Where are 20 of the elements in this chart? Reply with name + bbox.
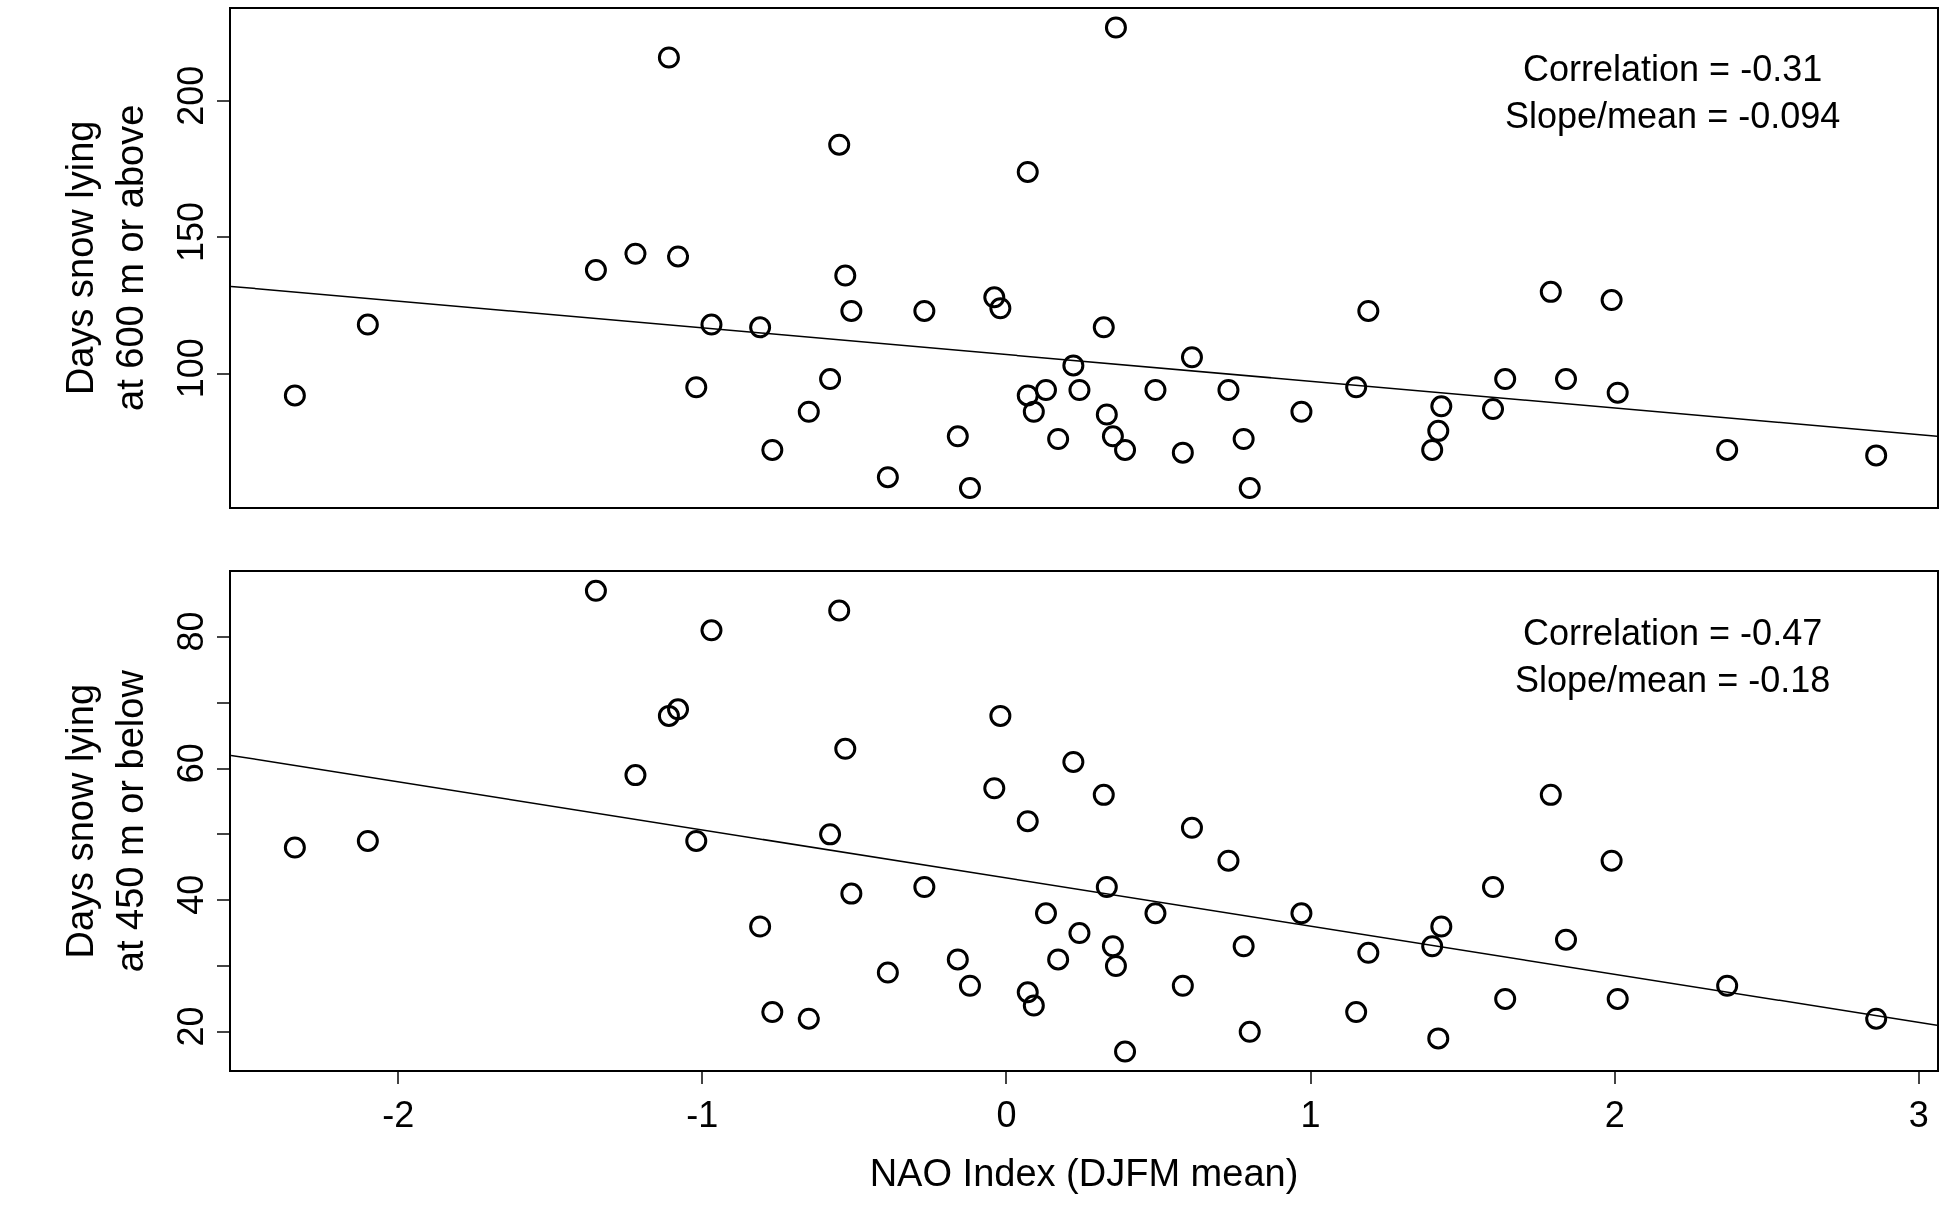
y-tick-label: 100 — [169, 338, 211, 399]
annotation: Slope/mean = -0.18 — [1515, 658, 1831, 700]
x-axis-title: NAO Index (DJFM mean) — [869, 1151, 1299, 1194]
annotation: Correlation = -0.31 — [1523, 48, 1823, 89]
x-tick-label: 3 — [1908, 1093, 1929, 1135]
y-tick-label: 60 — [169, 743, 211, 784]
x-tick-label: -2 — [382, 1093, 415, 1135]
x-tick-label: 1 — [1300, 1093, 1321, 1135]
y-axis-title: Days snow lying at 450 m or below — [59, 669, 151, 973]
annotation: Correlation = -0.47 — [1523, 612, 1823, 653]
y-tick-label: 40 — [169, 874, 211, 915]
x-tick-label: 2 — [1604, 1093, 1625, 1135]
y-axis-title: Days snow lying at 600 m or above — [59, 104, 151, 411]
x-tick-label: 0 — [996, 1093, 1017, 1135]
y-tick-label: 150 — [169, 201, 211, 263]
y-tick-label: 80 — [169, 611, 211, 652]
y-tick-label: 20 — [169, 1006, 211, 1047]
y-tick-label: 200 — [169, 65, 211, 126]
annotation: Slope/mean = -0.094 — [1505, 94, 1841, 136]
x-tick-label: -1 — [686, 1093, 719, 1135]
